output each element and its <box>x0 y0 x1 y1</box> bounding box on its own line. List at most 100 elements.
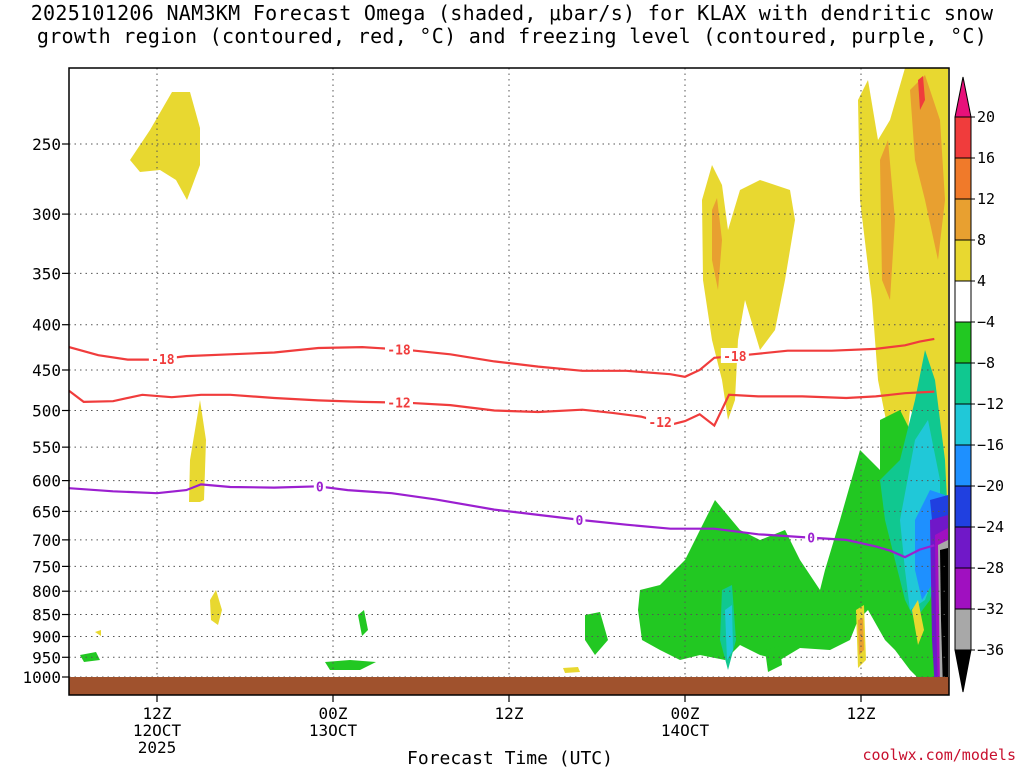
omega-patch-green-850 <box>358 610 368 636</box>
contour-label-bg <box>148 350 177 366</box>
colorbar-label: −28 <box>977 559 1004 577</box>
contour-label-bg <box>720 347 749 363</box>
colorbar-bin <box>954 239 972 282</box>
colorbar-label: −24 <box>977 518 1004 536</box>
y-tick-label: 450 <box>32 361 61 380</box>
colorbar-label: −4 <box>977 313 995 331</box>
y-tick-label: 600 <box>32 472 61 491</box>
colorbar-bin <box>954 321 972 364</box>
contour--12 <box>69 389 935 428</box>
colorbar-label: 4 <box>977 272 986 290</box>
omega-cyan-14oct <box>725 605 733 660</box>
title-line-2: growth region (contoured, red, °C) and f… <box>36 24 988 48</box>
x-tick-label: 00Z <box>671 704 700 723</box>
contour-label: -18 <box>387 343 411 358</box>
contour-label-bg <box>805 529 818 545</box>
omega-plume-right-orange2 <box>910 75 945 260</box>
x-tick-label: 12Z <box>847 704 876 723</box>
colorbar-label: 8 <box>977 231 986 249</box>
x-tick-label: 14OCT <box>661 721 710 740</box>
x-tick-label: 2025 <box>138 738 177 757</box>
omega-black-right <box>940 548 948 690</box>
colorbar-label: −32 <box>977 600 1004 618</box>
colorbar-bin <box>954 280 972 323</box>
omega-patch-low-early <box>210 590 222 625</box>
colorbar-bin <box>954 157 972 200</box>
y-tick-label: 400 <box>32 316 61 335</box>
omega-patch-green-early <box>80 652 100 662</box>
y-tick-label: 800 <box>32 582 61 601</box>
y-tick-label: 550 <box>32 438 61 457</box>
x-tick-label: 12OCT <box>133 721 182 740</box>
colorbar-bin <box>954 649 972 693</box>
y-tick-label: 250 <box>32 135 61 154</box>
colorbar-bin <box>954 76 972 118</box>
omega-green-14oct <box>638 410 948 690</box>
y-tick-label: 350 <box>32 264 61 283</box>
colorbar-label: −12 <box>977 395 1004 413</box>
colorbar-bin <box>954 526 972 569</box>
colorbar-label: −16 <box>977 436 1004 454</box>
colorbar-bin <box>954 116 972 159</box>
x-tick-label: 12Z <box>495 704 524 723</box>
colorbar-label: −36 <box>977 641 1004 659</box>
contour-lines: -18 -18 -18 -12 -12 0 0 0 <box>69 337 935 559</box>
contour-label: 0 <box>807 532 815 547</box>
omega-plume-right-orange <box>880 140 895 300</box>
colorbar-label: 16 <box>977 149 995 167</box>
x-tick-label: 00Z <box>319 704 348 723</box>
omega-green-950-14oct <box>765 646 782 672</box>
colorbar-bin <box>954 567 972 610</box>
colorbar-bin <box>954 444 972 487</box>
credit-text: coolwx.com/models <box>862 746 1016 764</box>
contour-label-bg <box>646 413 675 429</box>
ground-surface <box>69 677 949 695</box>
contour-0 <box>69 483 935 559</box>
contour-label: 0 <box>575 514 583 529</box>
y-tick-label: 850 <box>32 606 61 625</box>
omega-patch-1000-early <box>95 630 101 636</box>
colorbar-bin <box>954 403 972 446</box>
y-tick-label: 1000 <box>22 668 61 687</box>
contour--18 <box>69 337 935 378</box>
y-tick-label: 700 <box>32 531 61 550</box>
contour-label: -12 <box>648 416 671 431</box>
gridlines <box>69 68 949 695</box>
colorbar-label: 20 <box>977 108 995 126</box>
y-tick-label: 750 <box>32 557 61 576</box>
x-tick-label: 12Z <box>143 704 172 723</box>
omega-patch-mid-early <box>189 400 206 502</box>
contour-label-bg <box>385 341 413 357</box>
y-tick-label: 900 <box>32 627 61 646</box>
title-line-1: 2025101206 NAM3KM Forecast Omega (shaded… <box>30 1 994 25</box>
y-axis-ticks: 250 300 350 400 450 500 550 600 650 700 750 800 850 9… <box>22 135 69 687</box>
omega-green-850-14oct <box>585 612 608 655</box>
omega-patch-upper-early <box>130 92 200 200</box>
colorbar-bin <box>954 485 972 528</box>
y-tick-label: 950 <box>32 648 61 667</box>
y-tick-label: 650 <box>32 502 61 521</box>
contour-label: 0 <box>316 481 324 496</box>
omega-plume-right-red <box>918 76 925 110</box>
colorbar-label: −20 <box>977 477 1004 495</box>
x-axis-label: Forecast Time (UTC) <box>407 748 613 768</box>
colorbar-bin <box>954 198 972 241</box>
colorbar-label: 12 <box>977 190 995 208</box>
omega-yellow-lowright2 <box>912 600 924 645</box>
omega-shading <box>80 68 948 690</box>
contour-label: -12 <box>387 397 410 412</box>
omega-plume-14oct-orange <box>712 198 722 290</box>
colorbar-label: −8 <box>977 354 995 372</box>
colorbar: 20 16 12 8 4 −4 −8 −12 −16 −20 −24 −28 −32 −36 <box>954 76 1004 693</box>
contour-label: -18 <box>723 350 747 365</box>
contour-label-bg <box>385 394 413 410</box>
contour-label-bg <box>573 511 586 527</box>
contour-label: -18 <box>151 353 175 368</box>
chart-title: 2025101206 NAM3KM Forecast Omega (shaded… <box>0 2 1024 48</box>
omega-patch-green-13oct <box>325 660 376 670</box>
contour-label-bg <box>313 478 326 494</box>
x-tick-label: 13OCT <box>309 721 358 740</box>
y-tick-label: 300 <box>32 205 61 224</box>
